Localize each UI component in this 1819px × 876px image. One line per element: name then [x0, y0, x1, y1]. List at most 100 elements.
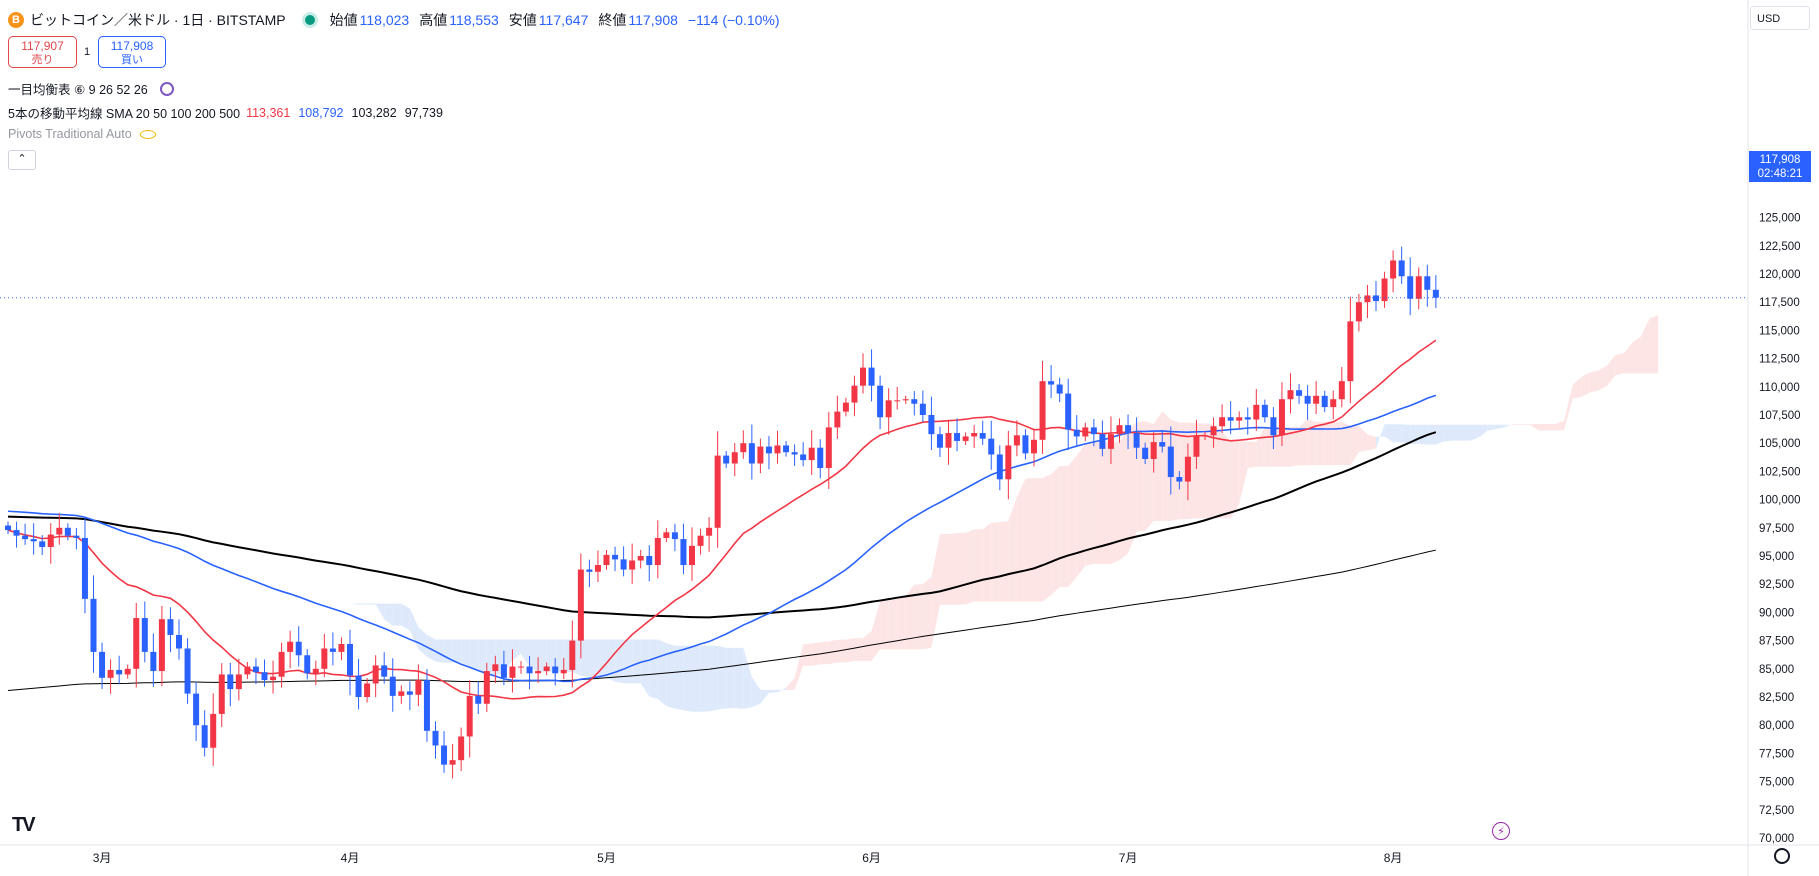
x-tick-label: 3月	[93, 851, 112, 865]
candle-body	[851, 385, 858, 403]
cloud-segment	[1307, 418, 1317, 466]
candle-body	[1373, 295, 1379, 302]
cloud-segment	[606, 639, 616, 682]
candle-body	[1296, 390, 1303, 396]
candle-body	[1219, 417, 1226, 427]
candle-body	[500, 664, 507, 678]
candle-body	[714, 455, 721, 528]
price-axis[interactable]: 70,000 72,500 75,000 77,500 80,000 82,500 85,0…	[1759, 213, 1801, 845]
candle-body	[868, 367, 875, 386]
tradingview-logo[interactable]: TV	[12, 814, 36, 836]
cloud-segment	[700, 645, 710, 712]
cloud-segment	[683, 645, 692, 712]
candle-body	[1287, 390, 1294, 400]
cloud-segment	[666, 643, 675, 709]
cloud-segment	[307, 563, 316, 594]
candle-body	[783, 445, 790, 453]
candle-body	[1116, 425, 1123, 435]
countdown-value: 02:48:21	[1757, 168, 1803, 180]
buy-price: 117,908	[110, 39, 154, 53]
cloud-segment	[777, 687, 787, 693]
candle-body	[509, 666, 516, 678]
cloud-segment	[931, 534, 940, 648]
candle-body	[1210, 426, 1217, 436]
buy-button[interactable]: 117,908 買い	[98, 36, 166, 68]
candle-body	[1407, 276, 1414, 299]
cloud-segment	[1247, 441, 1257, 469]
y-tick-label: 117,500	[1759, 297, 1800, 309]
cloud-segment	[1170, 419, 1180, 521]
settings-gear-icon[interactable]	[1774, 848, 1790, 864]
sell-button[interactable]: 117,907 売り	[8, 36, 77, 68]
candle-body	[1432, 289, 1439, 298]
cloud-segment	[1324, 421, 1334, 466]
cloud-segment	[1093, 442, 1103, 564]
candle-body	[141, 618, 148, 652]
ichimoku-label: 一目均衡表 ⑥ 9 26 52 26	[8, 83, 148, 97]
cloud-segment	[1042, 474, 1052, 602]
ichimoku-legend[interactable]: 一目均衡表 ⑥ 9 26 52 26	[8, 79, 174, 98]
time-axis[interactable]: 3月 4月 5月 6月 7月 8月	[93, 851, 1403, 865]
cloud-segment	[1521, 423, 1530, 425]
cloud-segment	[717, 645, 727, 710]
refresh-icon[interactable]	[159, 81, 174, 96]
cloud-segment	[512, 639, 521, 661]
cloud-segment	[1564, 384, 1573, 431]
candle-body	[569, 640, 576, 670]
candle-body	[287, 641, 294, 652]
currency-selector[interactable]: USD	[1750, 6, 1810, 30]
y-tick-label: 95,000	[1759, 551, 1794, 563]
cloud-segment	[1316, 421, 1325, 466]
candle-body	[47, 534, 54, 547]
cloud-segment	[854, 638, 863, 661]
cloud-segment	[1119, 429, 1129, 561]
ma-legend[interactable]: 5本の移動平均線 SMA 20 50 100 200 500 113,361 1…	[8, 103, 451, 122]
candle-body	[107, 669, 114, 678]
cloud-segment	[1034, 478, 1043, 602]
candle-body	[954, 433, 961, 441]
cloud-segment	[743, 647, 752, 709]
cloud-segment	[418, 627, 427, 657]
candle-body	[697, 535, 704, 546]
symbol-title[interactable]: ビットコイン／米ドル · 1日 · BITSTAMP	[30, 12, 286, 28]
cloud-segment	[991, 522, 1000, 602]
cloud-segment	[1025, 478, 1034, 602]
ma100-value: 103,282	[351, 105, 397, 120]
candle-body	[1184, 456, 1191, 482]
candle-body	[321, 648, 328, 669]
hidden-eye-icon[interactable]	[139, 129, 156, 139]
cloud-segment	[1572, 376, 1582, 399]
cloud-segment	[1555, 420, 1565, 431]
cloud-segment	[1367, 434, 1376, 451]
sma200-line	[7, 549, 1436, 692]
candle-body	[518, 666, 524, 668]
y-tick-label: 105,000	[1759, 438, 1801, 450]
candle-body	[124, 668, 131, 675]
flash-icon[interactable]: ⚡	[1492, 822, 1510, 840]
candle-body	[1253, 404, 1260, 420]
cloud-segment	[401, 603, 410, 631]
cloud-segment	[734, 647, 744, 709]
cloud-segment	[845, 638, 855, 663]
candle-body	[526, 666, 533, 674]
cloud-segment	[538, 639, 547, 672]
candle-body	[646, 556, 653, 566]
collapse-legend-button[interactable]: ⌃	[8, 150, 36, 170]
candle-body	[347, 643, 353, 676]
candle-body	[1364, 295, 1371, 303]
cloud-segment	[1649, 315, 1659, 374]
cloud-segment	[1350, 425, 1359, 466]
cloud-segment	[1213, 424, 1223, 519]
cloud-segment	[726, 647, 735, 709]
cloud-segment	[384, 603, 393, 626]
cloud-segment	[794, 644, 804, 690]
candle-body	[740, 443, 747, 453]
close-value: 117,908	[628, 12, 678, 28]
cloud-segment	[871, 601, 881, 661]
pivots-legend[interactable]: Pivots Traditional Auto	[8, 127, 156, 141]
cloud-segment	[358, 603, 368, 605]
candle-body	[432, 730, 439, 746]
cloud-segment	[1205, 423, 1214, 519]
candle-body	[860, 367, 866, 386]
